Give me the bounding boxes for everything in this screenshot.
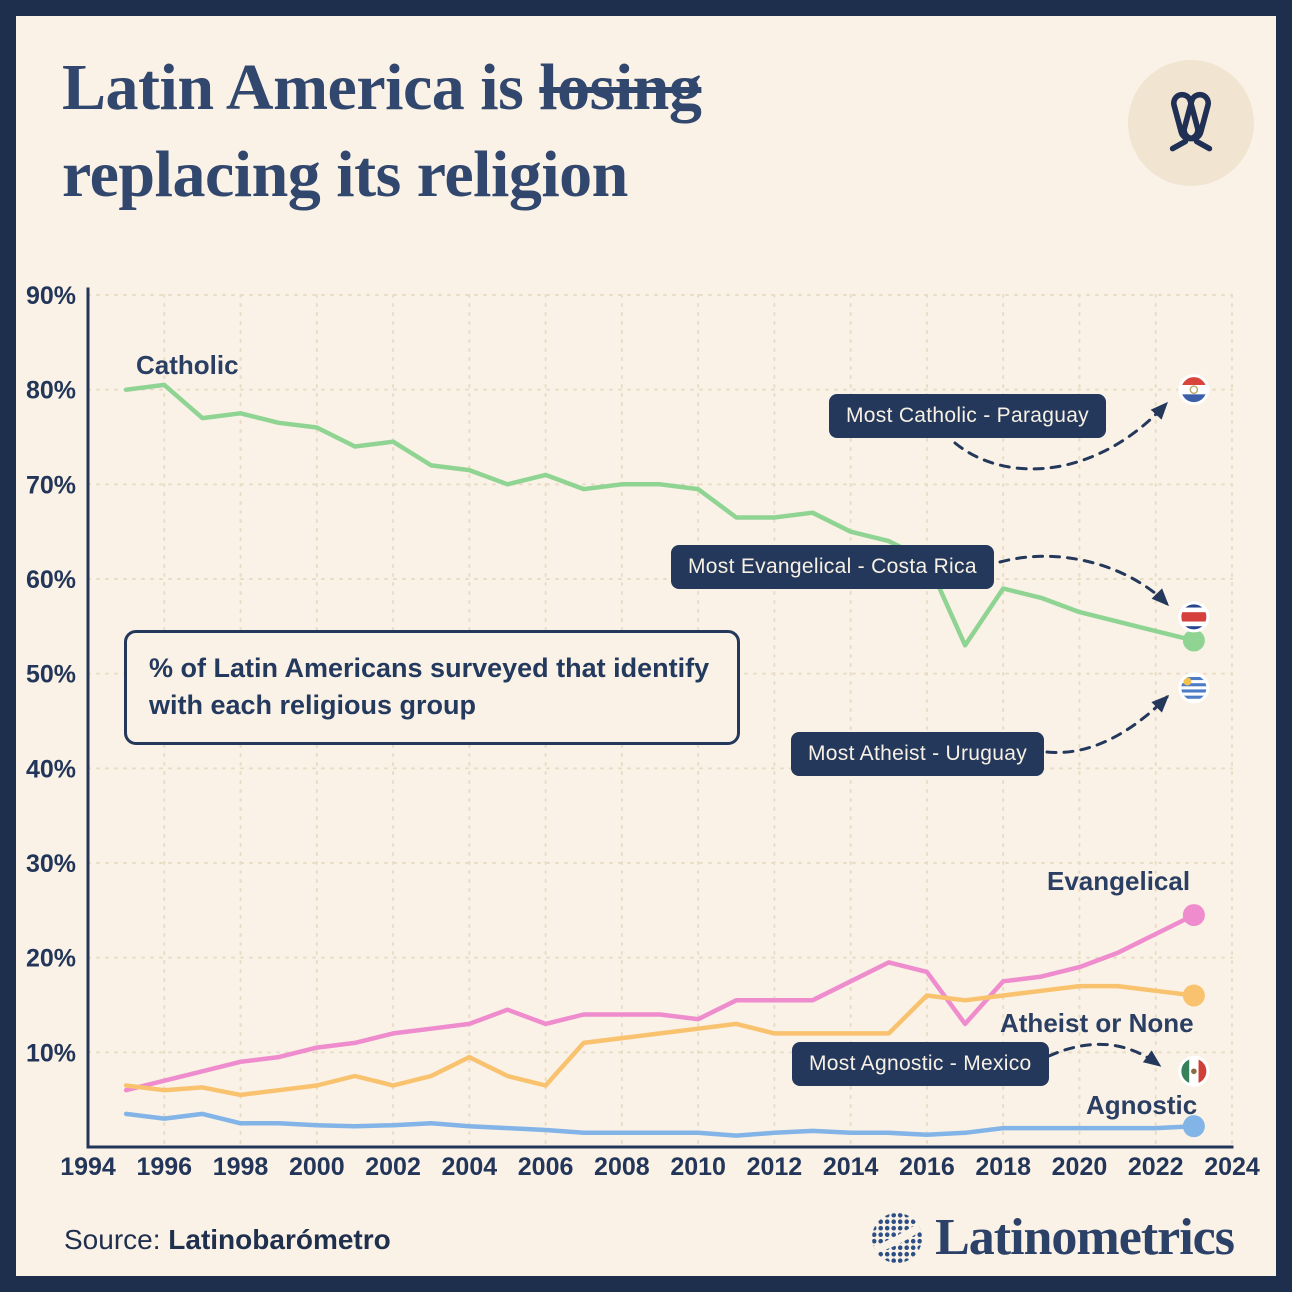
title-strike-word: losing — [539, 51, 702, 124]
callout-most-catholic-paraguay: Most Catholic - Paraguay — [829, 394, 1106, 438]
series-label-agnostic: Agnostic — [1086, 1090, 1198, 1120]
callout-most-atheist-uruguay: Most Atheist - Uruguay — [791, 732, 1045, 776]
svg-text:20%: 20% — [26, 945, 76, 973]
costa-rica-flag — [1179, 602, 1208, 631]
callout-most-evangelical-costa-rica: Most Evangelical - Costa Rica — [671, 545, 994, 589]
latinometrics-logo-icon — [872, 1212, 923, 1263]
line-catholic — [123, 382, 1197, 648]
svg-text:1994: 1994 — [60, 1153, 116, 1181]
series-label-evangelical: Evangelical — [1047, 866, 1191, 896]
callout-arrow-uruguay — [1045, 694, 1170, 754]
flag-layer — [1178, 374, 1210, 1087]
svg-text:2024: 2024 — [1204, 1153, 1260, 1181]
svg-text:30%: 30% — [26, 850, 76, 878]
chart-description-text: % of Latin Americans surveyed that ident… — [149, 653, 710, 721]
source-credit: Source: Latinobarómetro — [64, 1224, 391, 1256]
line-agnostic — [123, 1111, 1197, 1138]
svg-text:70%: 70% — [26, 471, 76, 499]
svg-text:90%: 90% — [26, 282, 76, 310]
endpoint-agnostic — [1182, 1115, 1205, 1138]
svg-text:1998: 1998 — [213, 1153, 269, 1181]
svg-text:80%: 80% — [26, 377, 76, 405]
callout-arrow-mexico — [1047, 1042, 1162, 1067]
brand-logo: Latinometrics — [871, 1208, 1235, 1267]
svg-text:40%: 40% — [26, 755, 76, 783]
arrow-layer — [953, 401, 1170, 1067]
svg-text:1996: 1996 — [136, 1153, 192, 1181]
svg-text:2016: 2016 — [899, 1153, 955, 1181]
endpoint-atheist — [1182, 984, 1205, 1007]
series-label-catholic: Catholic — [136, 350, 239, 380]
paraguay-flag — [1179, 375, 1208, 404]
uruguay-flag — [1179, 673, 1208, 702]
svg-text:2022: 2022 — [1128, 1153, 1184, 1181]
source-prefix: Source: — [64, 1224, 169, 1255]
axes-layer — [86, 287, 1234, 1149]
chart-description-box: % of Latin Americans surveyed that ident… — [124, 630, 740, 745]
series-label-atheist-or-none: Atheist or None — [1000, 1008, 1194, 1038]
endpoint-catholic — [1182, 629, 1205, 652]
svg-text:2000: 2000 — [289, 1153, 345, 1181]
svg-text:10%: 10% — [26, 1039, 76, 1067]
svg-text:2014: 2014 — [823, 1153, 879, 1181]
svg-text:2018: 2018 — [975, 1153, 1031, 1181]
title-prefix: Latin America is — [62, 51, 540, 124]
line-atheist — [123, 983, 1197, 1098]
callout-arrow-costa-rica — [998, 554, 1170, 607]
svg-text:60%: 60% — [26, 566, 76, 594]
svg-text:2010: 2010 — [670, 1153, 726, 1181]
svg-text:2012: 2012 — [747, 1153, 803, 1181]
svg-text:2002: 2002 — [365, 1153, 421, 1181]
praying-hands-icon — [1128, 60, 1254, 186]
paraguay-flag-ring — [1178, 374, 1210, 406]
mexico-flag-ring — [1178, 1055, 1210, 1087]
source-name: Latinobarómetro — [168, 1224, 391, 1255]
svg-text:2006: 2006 — [518, 1153, 574, 1181]
endpoint-evangelical — [1182, 904, 1205, 927]
tick-labels: 1994 1996 1998 2000 2002 2004 2006 2008 2010 2012… — [26, 282, 1260, 1181]
praying-hands-glyph — [1169, 91, 1213, 152]
svg-text:50%: 50% — [26, 661, 76, 689]
costa-rica-flag-ring — [1178, 601, 1210, 633]
page-title: Latin America is losing replacing its rel… — [62, 44, 702, 218]
svg-text:2004: 2004 — [442, 1153, 498, 1181]
uruguay-flag-ring — [1178, 672, 1210, 704]
svg-text:2008: 2008 — [594, 1153, 650, 1181]
line-evangelical — [123, 912, 1197, 1093]
mexico-flag — [1179, 1057, 1208, 1086]
title-line2: replacing its religion — [62, 138, 628, 212]
brand-wordmark: Latinometrics — [935, 1209, 1235, 1266]
svg-text:2020: 2020 — [1052, 1153, 1108, 1181]
callout-arrow-paraguay — [953, 401, 1168, 471]
series-layer — [123, 382, 1205, 1138]
callout-most-agnostic-mexico: Most Agnostic - Mexico — [792, 1042, 1049, 1086]
